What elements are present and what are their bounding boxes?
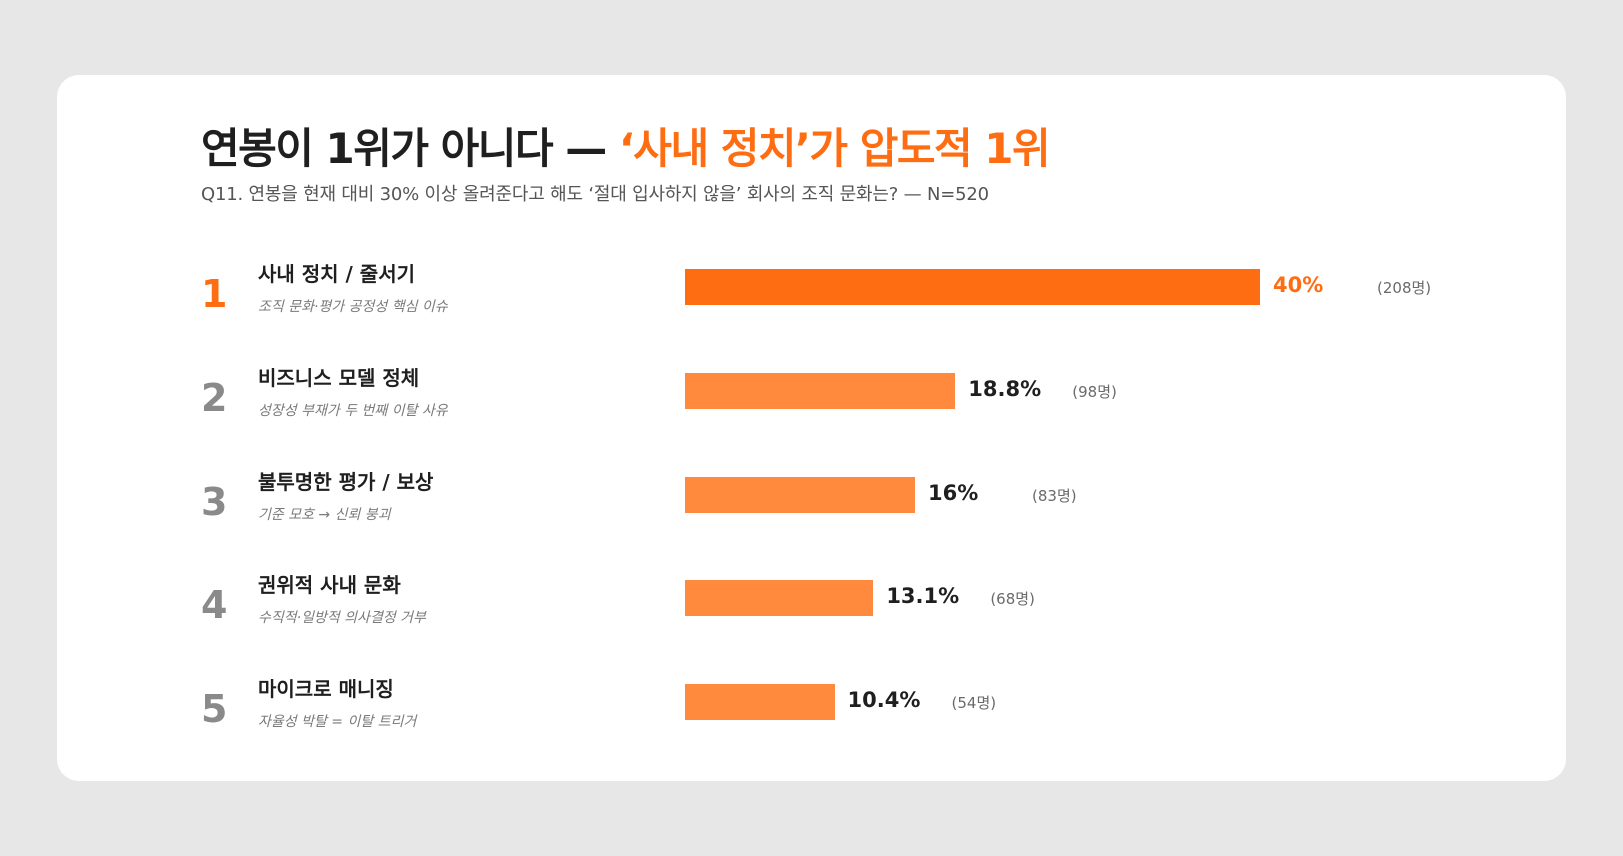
category-label: 불투명한 평가 / 보상 <box>258 470 434 494</box>
rank-number: 4 <box>201 583 228 627</box>
percent-label: 16% <box>928 481 979 505</box>
rank-number: 2 <box>201 376 228 420</box>
bar-row: 2 비즈니스 모델 정체 성장성 부재가 두 번째 이탈 사유 18.8% (9… <box>57 362 1566 462</box>
count-label: (208명) <box>1377 279 1432 297</box>
category-description: 수직적·일방적 의사결정 거부 <box>258 610 426 626</box>
category-description: 기준 모호 → 신뢰 붕괴 <box>258 507 391 523</box>
count-label: (68명) <box>990 590 1035 608</box>
chart-card: 연봉이 1위가 아니다 — ‘사내 정치’가 압도적 1위 Q11. 연봉을 현… <box>57 75 1566 781</box>
percent-label: 10.4% <box>847 688 921 712</box>
category-description: 자율성 박탈 = 이탈 트리거 <box>258 714 417 730</box>
category-label: 비즈니스 모델 정체 <box>258 366 420 390</box>
count-label: (83명) <box>1032 487 1077 505</box>
bar-row: 3 불투명한 평가 / 보상 기준 모호 → 신뢰 붕괴 16% (83명) <box>57 466 1566 566</box>
rank-number: 1 <box>201 272 228 316</box>
category-description: 성장성 부재가 두 번째 이탈 사유 <box>258 403 448 419</box>
title-accent: ‘사내 정치’가 압도적 1위 <box>618 124 1051 173</box>
category-label: 사내 정치 / 줄서기 <box>258 262 415 286</box>
category-label: 마이크로 매니징 <box>258 677 394 701</box>
bar <box>685 269 1260 305</box>
bar <box>685 580 874 616</box>
percent-label: 18.8% <box>968 377 1042 401</box>
percent-label: 40% <box>1273 273 1324 297</box>
rank-number: 3 <box>201 480 228 524</box>
rank-number: 5 <box>201 687 228 731</box>
bar-row: 1 사내 정치 / 줄서기 조직 문화·평가 공정성 핵심 이슈 40% (20… <box>57 258 1566 358</box>
bar-row: 4 권위적 사내 문화 수직적·일방적 의사결정 거부 13.1% (68명) <box>57 569 1566 669</box>
percent-label: 13.1% <box>886 584 960 608</box>
bar <box>685 477 915 513</box>
bar <box>685 684 835 720</box>
category-label: 권위적 사내 문화 <box>258 573 401 597</box>
count-label: (54명) <box>951 694 997 712</box>
bar-row: 5 마이크로 매니징 자율성 박탈 = 이탈 트리거 10.4% (54명) <box>57 673 1566 773</box>
category-description: 조직 문화·평가 공정성 핵심 이슈 <box>258 299 448 315</box>
title-main: 연봉이 1위가 아니다 — <box>201 124 619 173</box>
count-label: (98명) <box>1072 383 1117 401</box>
chart-title: 연봉이 1위가 아니다 — ‘사내 정치’가 압도적 1위 <box>201 115 1051 176</box>
bar <box>685 373 956 409</box>
chart-subtitle: Q11. 연봉을 현재 대비 30% 이상 올려준다고 해도 ‘절대 입사하지 … <box>201 184 989 205</box>
